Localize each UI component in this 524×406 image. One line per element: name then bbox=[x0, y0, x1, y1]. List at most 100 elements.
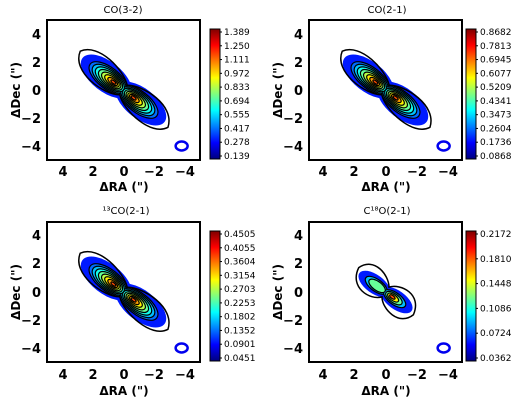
panel-1: CO(3-2) 4 2 0 −2 −4 4 2 0 −2 −4 ΔRA (") … bbox=[9, 5, 250, 194]
map-0-model-contour bbox=[78, 48, 170, 130]
panel-4-ticks: 4 2 0 −2 −4 4 2 0 −2 −4 bbox=[283, 229, 458, 383]
colorbar-label: 1.111 bbox=[224, 56, 250, 66]
panel-3: ¹³CO(2-1) 4 2 0 −2 −4 4 2 0 −2 −4 ΔRA ("… bbox=[9, 206, 256, 398]
panel-1-xtick-3: 0 bbox=[119, 165, 128, 180]
colorbar-label: 0.278 bbox=[224, 138, 250, 148]
panel-2-ylabel: ΔDec (") bbox=[271, 62, 285, 118]
panel-4-colorbar-labels: 0.2172 0.1810 0.1448 0.1086 0.0724 0.0362 bbox=[476, 230, 512, 364]
panel-3-colorbar bbox=[209, 230, 221, 362]
panel-4-xtick-5: −4 bbox=[438, 368, 458, 383]
colorbar-label: 0.3604 bbox=[224, 258, 256, 268]
panel-2-ytick-4: −2 bbox=[283, 112, 303, 127]
colorbar-label: 0.5209 bbox=[480, 83, 512, 93]
colorbar-label: 0.972 bbox=[224, 69, 250, 79]
map-2-emission bbox=[80, 256, 167, 328]
colorbar-label: 0.0724 bbox=[480, 329, 512, 339]
colorbar-label: 0.694 bbox=[224, 97, 250, 107]
colorbar-label: 0.1086 bbox=[480, 304, 512, 314]
panel-2-colorbar bbox=[465, 28, 477, 160]
panel-2-ticks: 4 2 0 −2 −4 4 2 0 −2 −4 bbox=[283, 28, 458, 180]
panel-3-title: ¹³CO(2-1) bbox=[102, 206, 149, 217]
panel-3-xtick-1: 4 bbox=[58, 368, 67, 383]
panel-4-ytick-5: −4 bbox=[283, 342, 303, 357]
colorbar-label: 0.0868 bbox=[480, 152, 512, 162]
colorbar-label: 0.0451 bbox=[224, 354, 256, 364]
panel-4-colorbar bbox=[465, 230, 477, 362]
colorbar-label: 0.1810 bbox=[480, 255, 512, 265]
panel-3-ytick-1: 4 bbox=[32, 229, 41, 244]
panel-3-colorbar-labels: 0.4505 0.4055 0.3604 0.3154 0.2703 0.2253 0.18… bbox=[220, 230, 256, 364]
map-1-model-contour bbox=[340, 48, 432, 130]
panel-2-title: CO(2-1) bbox=[368, 5, 407, 16]
panel-3-xtick-3: 0 bbox=[119, 368, 128, 383]
panel-3-xtick-2: 2 bbox=[88, 368, 97, 383]
panel-2-xtick-1: 4 bbox=[318, 165, 327, 180]
colorbar-label: 0.0362 bbox=[480, 354, 512, 364]
panel-2-colorbar-labels: 0.8682 0.7813 0.6945 0.6077 0.5209 0.4341 0.34… bbox=[476, 28, 512, 162]
colorbar-label: 0.139 bbox=[224, 152, 250, 162]
panel-4-xlabel: ΔRA (") bbox=[361, 384, 410, 398]
panel-1-xtick-1: 4 bbox=[58, 165, 67, 180]
panel-3-xtick-5: −4 bbox=[175, 368, 195, 383]
panel-1-xtick-4: −2 bbox=[144, 165, 164, 180]
colorbar-label: 0.3154 bbox=[224, 271, 256, 281]
panel-1-xtick-5: −4 bbox=[175, 165, 195, 180]
panel-4-xtick-3: 0 bbox=[381, 368, 390, 383]
panel-2-xtick-4: −2 bbox=[407, 165, 427, 180]
panel-3-ytick-5: −4 bbox=[21, 342, 41, 357]
panel-1-ytick-3: 0 bbox=[32, 84, 41, 99]
colorbar-label: 0.1352 bbox=[224, 326, 256, 336]
map-3-emission bbox=[358, 270, 413, 314]
map-0-emission bbox=[80, 54, 167, 126]
colorbar-label: 0.6945 bbox=[480, 56, 512, 66]
colorbar-label: 0.1448 bbox=[480, 280, 512, 290]
colorbar-label: 0.4505 bbox=[224, 230, 256, 240]
beam-ellipse-1 bbox=[436, 140, 451, 152]
colorbar-label: 0.4055 bbox=[224, 244, 256, 254]
colorbar-label: 0.833 bbox=[224, 83, 250, 93]
panel-1-ytick-2: 2 bbox=[32, 56, 41, 71]
panel-2-ytick-2: 2 bbox=[294, 56, 303, 71]
panel-2-ytick-3: 0 bbox=[294, 84, 303, 99]
panel-2-frame bbox=[308, 19, 463, 161]
colorbar-label: 1.250 bbox=[224, 42, 250, 52]
colorbar-label: 0.2703 bbox=[224, 285, 256, 295]
beam-ellipse-0 bbox=[174, 140, 189, 152]
panel-1-map bbox=[78, 48, 189, 152]
panel-3-ytick-3: 0 bbox=[32, 286, 41, 301]
colorbar-label: 0.6077 bbox=[480, 69, 512, 79]
panel-2-map bbox=[340, 48, 451, 152]
panel-4-ytick-3: 0 bbox=[294, 286, 303, 301]
panel-1-xtick-2: 2 bbox=[88, 165, 97, 180]
panel-1-ticks: 4 2 0 −2 −4 4 2 0 −2 −4 bbox=[21, 28, 195, 180]
panel-2-xlabel: ΔRA (") bbox=[361, 180, 410, 194]
colorbar-label: 0.0901 bbox=[224, 340, 256, 350]
panel-4-ytick-4: −2 bbox=[283, 314, 303, 329]
panel-3-frame bbox=[46, 221, 201, 363]
colorbar-label: 1.389 bbox=[224, 28, 250, 38]
panel-2-xtick-5: −4 bbox=[438, 165, 458, 180]
beam-ellipse-2 bbox=[174, 342, 189, 354]
panel-4-xtick-1: 4 bbox=[318, 368, 327, 383]
panel-1-ytick-5: −4 bbox=[21, 140, 41, 155]
panel-2: CO(2-1) 4 2 0 −2 −4 4 2 0 −2 −4 ΔRA (") … bbox=[271, 5, 512, 194]
panel-1-frame bbox=[46, 19, 201, 161]
colorbar-label: 0.8682 bbox=[480, 28, 512, 38]
panel-1-title: CO(3-2) bbox=[104, 5, 143, 16]
panel-4-xtick-4: −2 bbox=[407, 368, 427, 383]
panel-1-ytick-4: −2 bbox=[21, 112, 41, 127]
panel-4-ytick-1: 4 bbox=[294, 229, 303, 244]
panel-4-title: C¹⁸O(2-1) bbox=[363, 206, 410, 217]
colorbar-label: 0.1802 bbox=[224, 313, 256, 323]
panel-4-ylabel: ΔDec (") bbox=[271, 264, 285, 320]
colorbar-label: 0.4341 bbox=[480, 97, 512, 107]
panel-2-xtick-3: 0 bbox=[381, 165, 390, 180]
panel-3-ytick-2: 2 bbox=[32, 257, 41, 272]
panel-2-xtick-2: 2 bbox=[349, 165, 358, 180]
colorbar-label: 0.2604 bbox=[480, 124, 512, 134]
panel-3-ylabel: ΔDec (") bbox=[9, 264, 23, 320]
panel-4: C¹⁸O(2-1) 4 2 0 −2 −4 4 2 0 −2 −4 ΔRA ("… bbox=[271, 206, 512, 398]
panel-4-ytick-2: 2 bbox=[294, 257, 303, 272]
colorbar-label: 0.555 bbox=[224, 111, 250, 121]
